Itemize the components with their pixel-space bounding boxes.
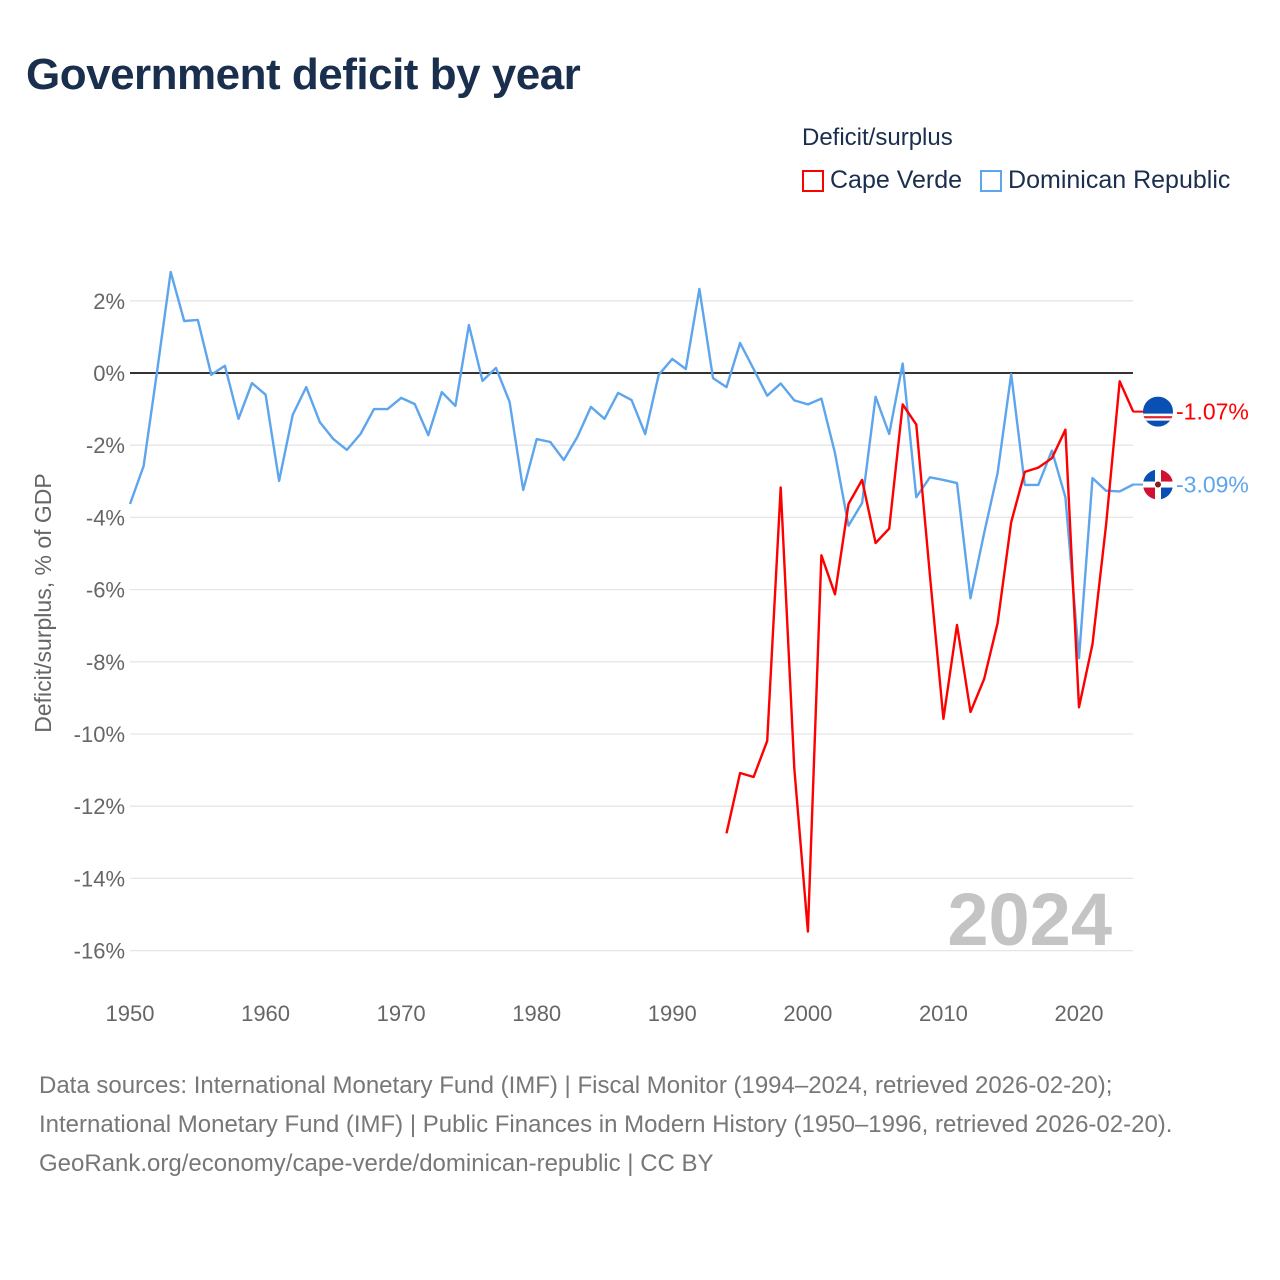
dominican-republic-flag-icon [1143,469,1173,500]
flag-quarter [1143,487,1155,500]
flag-quarter [1161,487,1173,500]
y-tick-label: 0% [93,361,125,386]
legend-item-cape-verde[interactable]: Cape Verde [802,166,962,195]
y-tick-label: 2% [93,289,125,314]
legend: Cape Verde Dominican Republic [802,166,1230,195]
series-line-cape-verde [725,380,1135,933]
y-tick-label: -16% [74,939,125,964]
y-tick-label: -2% [86,433,125,458]
end-value-label: -3.09% [1176,472,1249,498]
x-tick-label: 1970 [377,1001,426,1026]
y-tick-label: -10% [74,722,125,747]
flag-quarter [1143,469,1155,482]
y-tick-label: -8% [86,650,125,675]
x-tick-label: 1960 [241,1001,290,1026]
flag-emblem [1155,481,1161,488]
legend-swatch-dominican-republic [980,169,1003,192]
footer: Data sources: International Monetary Fun… [39,1066,1239,1183]
year-watermark: 2024 [947,878,1112,961]
flag-quarter [1161,469,1173,482]
end-value-label: -1.07% [1176,399,1249,425]
data-sources: Data sources: International Monetary Fun… [39,1072,1173,1138]
y-tick-label: -6% [86,578,125,603]
y-tick-label: -4% [86,505,125,530]
series-lines [128,270,1135,933]
chart-title: Government deficit by year [26,50,581,99]
gridlines [130,300,1133,952]
y-tick-label: -12% [74,794,125,819]
x-tick-label: 1980 [512,1001,561,1026]
flag-body [1143,396,1173,427]
legend-title: Deficit/surplus [802,124,953,151]
legend-label: Cape Verde [830,166,963,194]
legend-swatch-cape-verde [802,169,824,192]
flag-stripe-red [1143,416,1173,419]
legend-item-dominican-republic[interactable]: Dominican Republic [980,166,1230,195]
x-tick-label: 1950 [106,1001,155,1026]
x-tick-label: 2020 [1055,1001,1104,1026]
x-tick-label: 2000 [783,1001,832,1026]
y-tick-label: -14% [74,866,125,891]
x-tick-labels: 1950 1960 1970 1980 1990 2000 2010 2020 [106,1001,1104,1026]
flag-body [1143,469,1173,500]
x-tick-label: 2010 [919,1001,968,1026]
legend-label: Dominican Republic [1008,166,1231,194]
credit-link[interactable]: GeoRank.org/economy/cape-verde/dominican… [39,1150,714,1177]
y-tick-labels: 2% 0% -2% -4% -6% -8% -10% -12% -14% -16% [74,289,125,964]
series-line-dominican-republic [128,270,1134,660]
line-chart: 2% 0% -2% -4% -6% -8% -10% -12% -14% -16% 1950 196… [30,270,1249,1026]
x-tick-label: 1990 [648,1001,697,1026]
flag-field [1143,396,1173,427]
cape-verde-flag-icon [1143,396,1173,427]
end-labels: -3.09% -1.07% [1133,396,1249,500]
y-axis-label: Deficit/surplus, % of GDP [30,473,56,732]
